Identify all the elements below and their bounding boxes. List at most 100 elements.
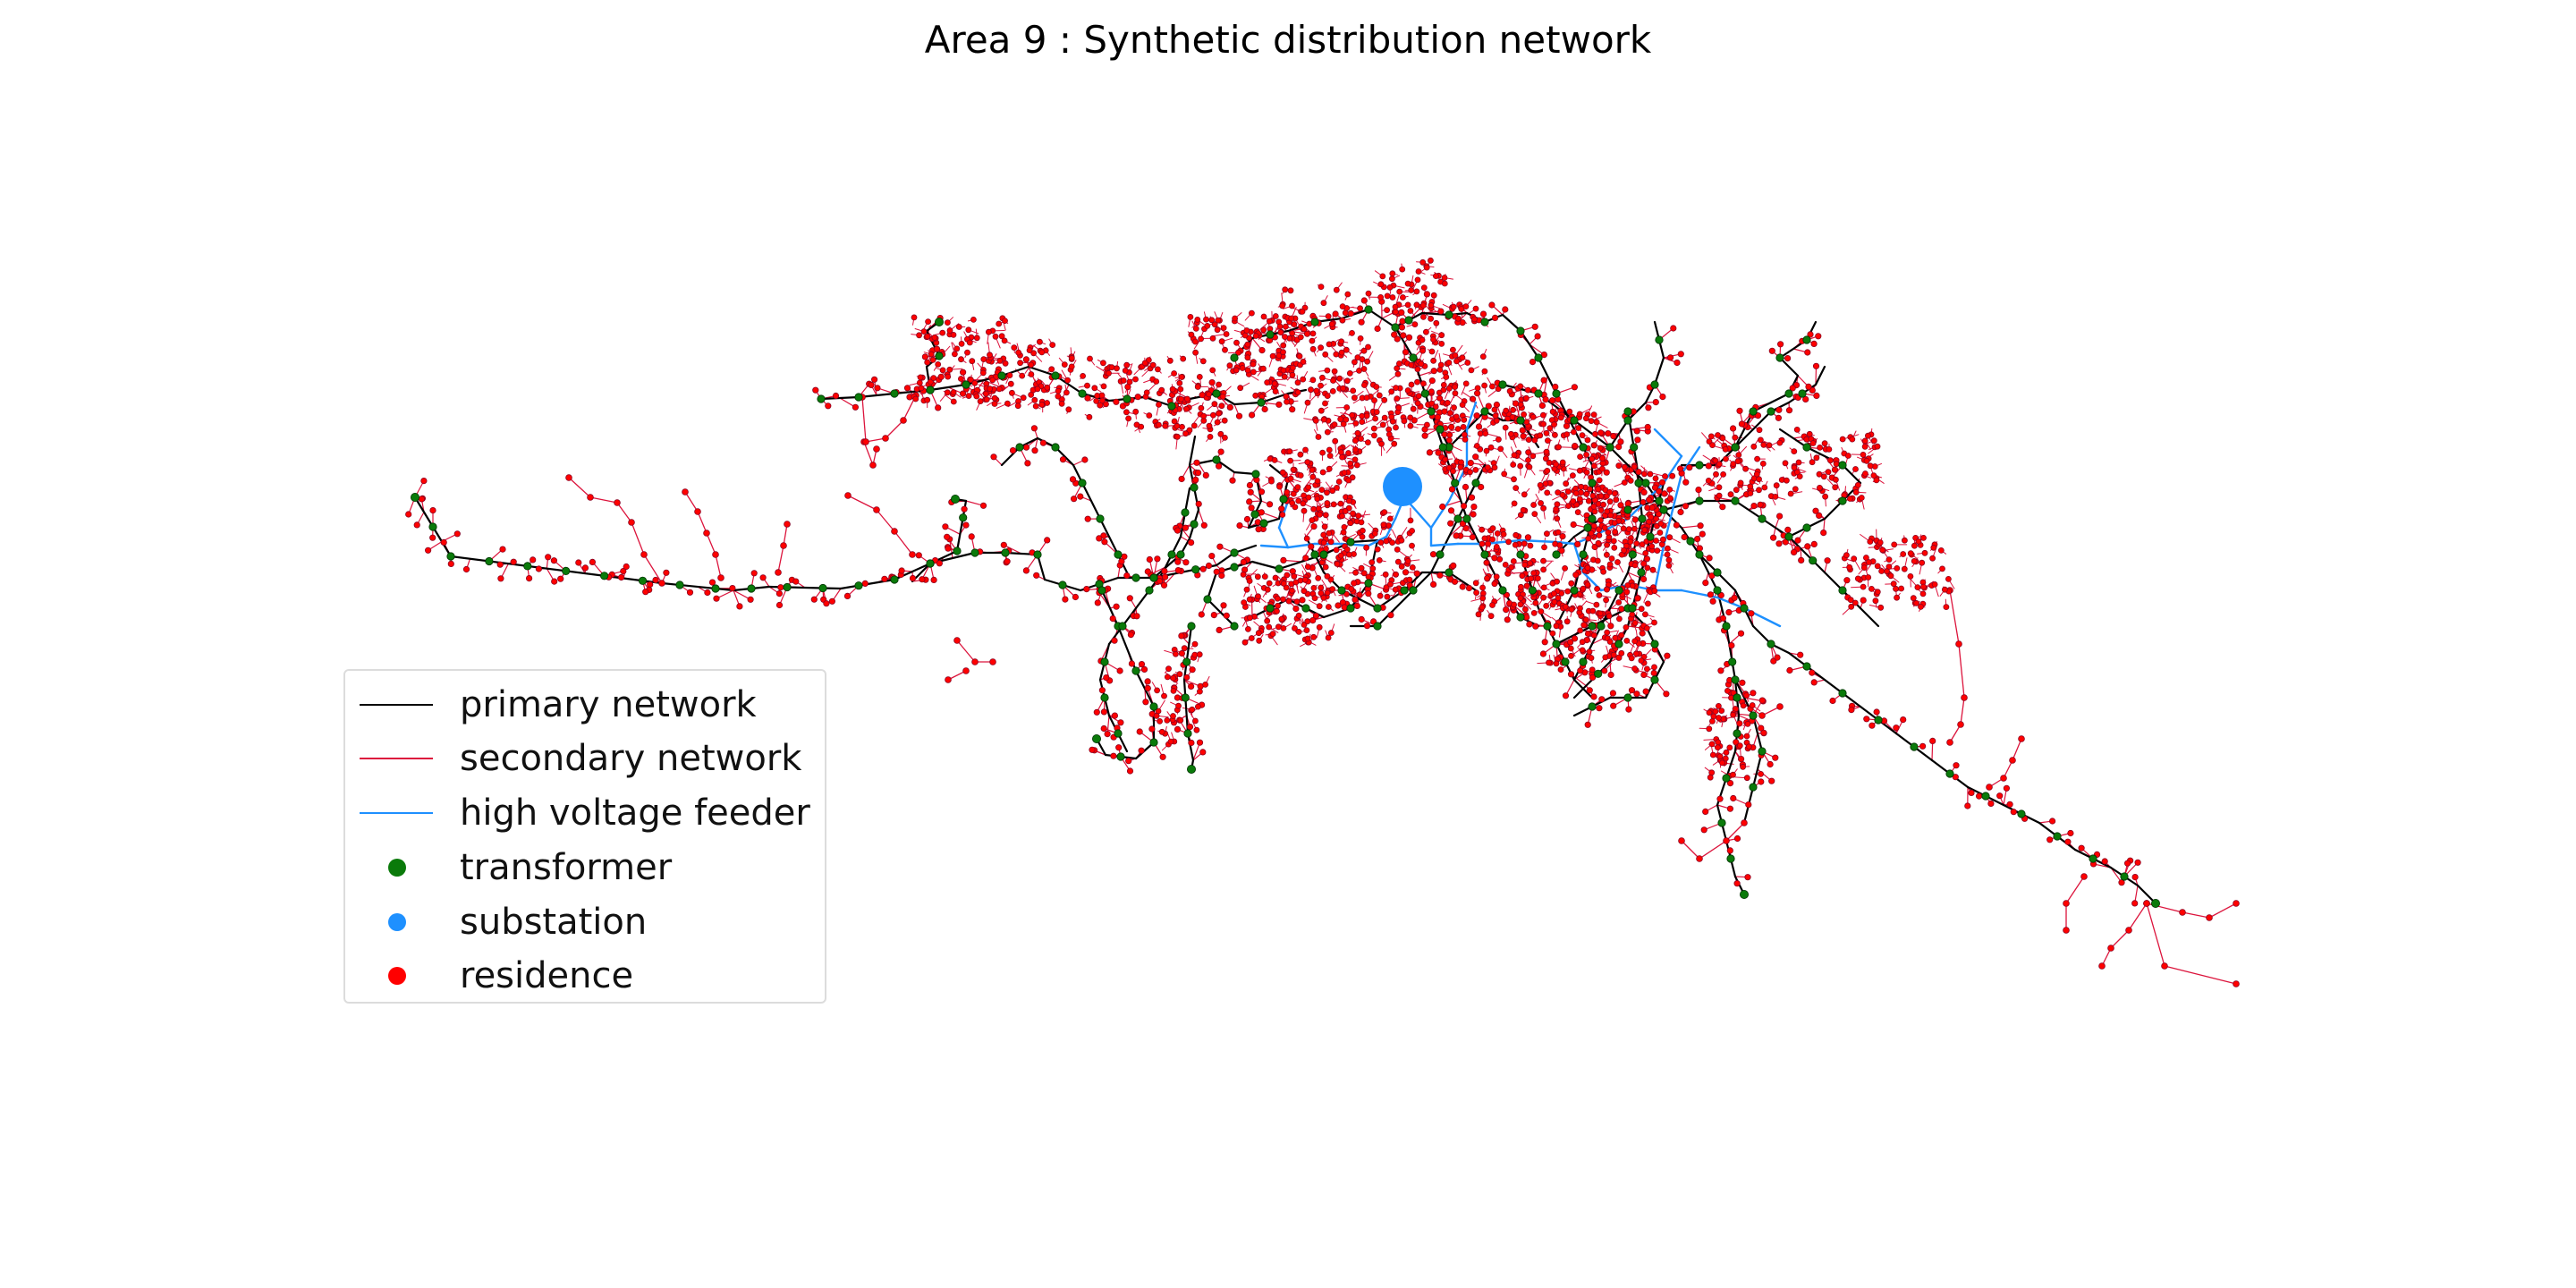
residence-node (1377, 539, 1385, 546)
residence-node (1893, 724, 1900, 732)
residence-node (1290, 490, 1297, 497)
residence-node (1571, 428, 1577, 436)
residence-node (1435, 449, 1442, 456)
residence-node (1699, 530, 1706, 538)
residence-node (1391, 440, 1398, 447)
residence-node (1805, 383, 1812, 390)
residence-node (1114, 365, 1120, 372)
residence-node (1343, 590, 1350, 597)
residence-node (1618, 606, 1625, 613)
residence-node (924, 333, 931, 340)
residence-node (1816, 512, 1823, 520)
residence-node (1258, 488, 1266, 496)
residence-node (1664, 551, 1671, 558)
residence-node (1429, 551, 1437, 558)
secondary-edge (1949, 589, 1960, 645)
residence-node (1606, 534, 1613, 541)
residence-node (1353, 602, 1360, 610)
residence-node (1133, 421, 1140, 428)
residence-node (1381, 509, 1388, 515)
residence-node (1472, 467, 1479, 473)
residence-node (1343, 346, 1350, 353)
residence-node (1968, 789, 1975, 797)
residence-node (1804, 543, 1811, 550)
residence-node (1269, 631, 1276, 637)
residence-node (1267, 318, 1273, 325)
residence-node (1728, 641, 1735, 649)
residence-node (989, 377, 996, 384)
residence-node (898, 567, 905, 574)
residence-node (1278, 505, 1285, 513)
residence-node (989, 658, 996, 665)
residence-node (861, 580, 869, 588)
residence-node (1301, 576, 1309, 583)
residence-node (919, 576, 926, 583)
residence-node (1324, 367, 1331, 374)
residence-node (1044, 537, 1051, 544)
residence-node (1289, 302, 1295, 309)
secondary-edge (2146, 902, 2165, 967)
residence-node (1280, 580, 1287, 587)
residence-node (2131, 900, 2139, 907)
primary-edge (1349, 538, 1379, 544)
residence-node (1640, 499, 1647, 505)
residence-node (1106, 369, 1112, 377)
residence-node (1873, 708, 1880, 716)
residence-node (1600, 501, 1606, 508)
residence-node (1597, 445, 1604, 452)
residence-node (1065, 406, 1072, 413)
residence-node (1442, 456, 1448, 463)
residence-node (1312, 612, 1320, 620)
residence-node (1241, 332, 1249, 339)
residence-node (945, 373, 952, 380)
residence-node (1004, 558, 1011, 565)
residence-node (1006, 372, 1013, 379)
residence-node (694, 508, 701, 515)
residence-node (944, 389, 951, 396)
residence-node (962, 521, 970, 529)
residence-node (1292, 605, 1300, 613)
residence-node (2143, 900, 2150, 907)
residence-node (1622, 463, 1628, 470)
residence-node (1654, 547, 1661, 554)
residence-node (1517, 601, 1524, 608)
primary-edge (1698, 553, 1719, 574)
residence-node (1371, 530, 1378, 537)
residence-node (1521, 491, 1528, 498)
residence-node (1552, 383, 1559, 391)
residence-node (1461, 503, 1468, 510)
residence-node (958, 376, 964, 382)
residence-node (1776, 513, 1784, 520)
residence-node (1341, 604, 1348, 611)
residence-node (1246, 481, 1254, 489)
residence-node (1510, 462, 1517, 468)
residence-node (2006, 801, 2013, 808)
residence-node (1174, 527, 1182, 534)
residence-node (717, 574, 724, 581)
residence-node (777, 584, 784, 591)
residence-node (462, 565, 470, 573)
residence-node (1527, 542, 1534, 549)
residence-node (1552, 431, 1558, 438)
residence-node (1400, 332, 1407, 339)
primary-edge (1206, 597, 1236, 628)
residence-node (589, 558, 597, 566)
residence-node (1264, 379, 1271, 386)
residence-node (1489, 525, 1496, 532)
residence-node (1696, 545, 1704, 552)
residence-node (729, 584, 736, 592)
residence-node (1716, 795, 1724, 802)
residence-node (1384, 593, 1391, 600)
residence-node (1642, 688, 1649, 695)
feeder-edge (1653, 544, 1665, 592)
residence-node (1146, 555, 1153, 564)
residence-node (1171, 370, 1177, 377)
residence-node (1240, 558, 1248, 565)
residence-node (1283, 323, 1289, 330)
primary-edge (1787, 535, 1826, 574)
residence-node (1072, 593, 1080, 601)
residence-node (1709, 597, 1716, 605)
residence-node (1115, 744, 1123, 751)
primary-edge (660, 581, 735, 592)
residence-node (1595, 486, 1602, 493)
